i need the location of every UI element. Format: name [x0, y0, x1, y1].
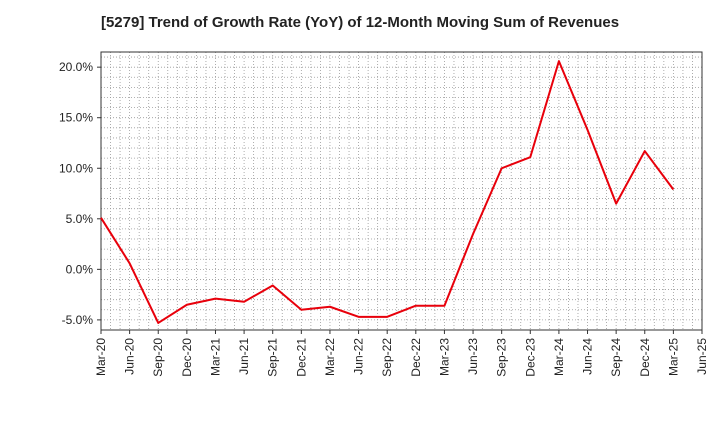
- x-tick-label: Dec-23: [523, 338, 537, 377]
- x-tick-label: Sep-21: [266, 338, 280, 377]
- y-tick-label: 5.0%: [66, 212, 94, 226]
- x-tick-label: Jun-23: [466, 338, 480, 375]
- chart-title: [5279] Trend of Growth Rate (YoY) of 12-…: [100, 14, 620, 31]
- x-axis-ticks: Mar-20 Jun-20 Sep-20 Dec-20 Mar-21 Jun-21 Sep-…: [94, 330, 709, 377]
- x-tick-label: Dec-24: [638, 338, 652, 377]
- y-tick-label: 10.0%: [59, 161, 93, 175]
- y-tick-label: -5.0%: [62, 313, 94, 327]
- x-tick-label: Sep-24: [609, 338, 623, 377]
- x-tick-label: Mar-23: [437, 338, 451, 376]
- x-tick-label: Jun-21: [237, 338, 251, 375]
- x-tick-label: Mar-24: [552, 338, 566, 376]
- y-axis-ticks: -5.0% 0.0% 5.0% 10.0% 15.0% 20.0%: [59, 60, 101, 327]
- plot-area-frame: [100, 51, 703, 331]
- x-tick-label: Sep-22: [380, 338, 394, 377]
- x-tick-label: Jun-20: [123, 338, 137, 375]
- y-tick-label: 0.0%: [66, 262, 94, 276]
- x-tick-label: Mar-21: [208, 338, 222, 376]
- y-tick-label: 15.0%: [59, 111, 93, 125]
- x-tick-label: Mar-22: [323, 338, 337, 376]
- x-tick-label: Mar-25: [666, 338, 680, 376]
- x-tick-label: Jun-24: [581, 338, 595, 375]
- x-tick-label: Dec-21: [294, 338, 308, 377]
- x-tick-label: Sep-23: [495, 338, 509, 377]
- y-tick-label: 20.0%: [59, 60, 93, 74]
- grid: [100, 52, 703, 331]
- x-tick-label: Sep-20: [151, 338, 165, 377]
- x-tick-label: Dec-20: [180, 338, 194, 377]
- x-tick-label: Mar-20: [94, 338, 108, 376]
- x-tick-label: Jun-22: [352, 338, 366, 375]
- x-tick-label: Dec-22: [409, 338, 423, 377]
- series-layer: [100, 60, 675, 324]
- x-tick-label: Jun-25: [695, 338, 709, 375]
